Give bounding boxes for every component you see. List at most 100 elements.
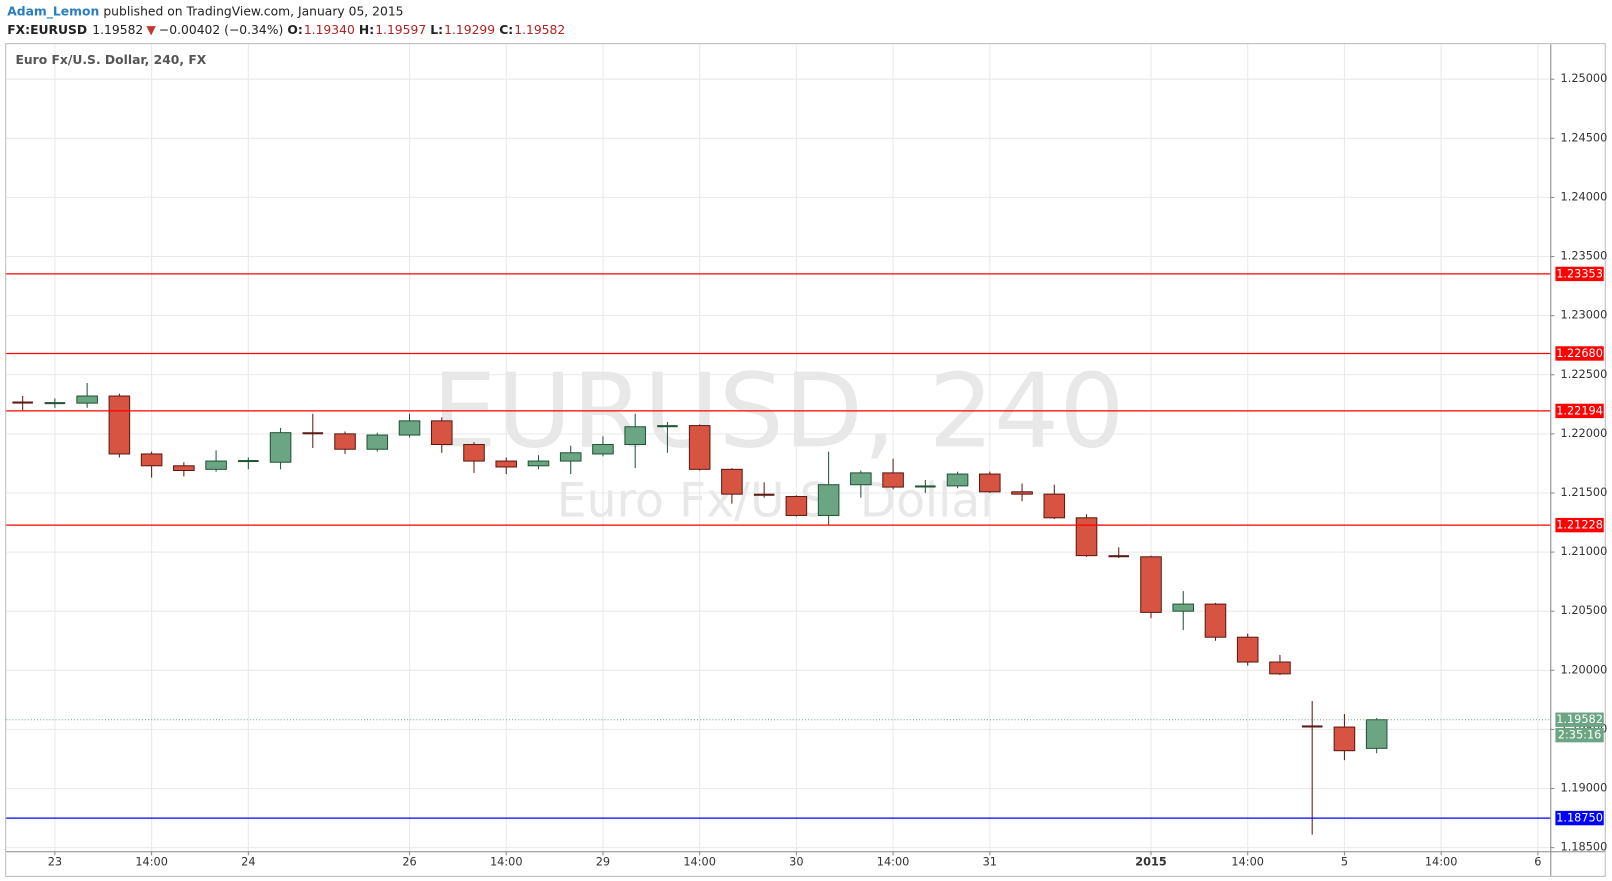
candle-body xyxy=(657,425,678,428)
chart-frame xyxy=(5,43,1606,877)
level-label: 1.21228 xyxy=(1556,519,1603,532)
level-label: 1.22680 xyxy=(1556,347,1603,360)
y-tick-label: 1.18500 xyxy=(1561,841,1608,854)
level-label-box xyxy=(1555,403,1604,419)
candle-body xyxy=(108,395,131,455)
candle-body xyxy=(334,433,356,450)
x-tick-label: 26 xyxy=(402,855,416,868)
candle-body xyxy=(269,432,292,463)
candle-body xyxy=(1075,517,1098,557)
watermark-subtitle: Euro Fx/U.S. Dollar xyxy=(557,474,1000,529)
candle-body xyxy=(12,401,33,404)
y-tick-label: 1.22000 xyxy=(1561,427,1608,440)
candle-body xyxy=(1108,555,1130,558)
x-tick-label: 29 xyxy=(596,855,610,868)
candle-body xyxy=(238,460,259,463)
x-tick-label: 30 xyxy=(789,855,803,868)
y-tick-label: 1.20500 xyxy=(1561,604,1608,617)
x-tick-label: 14:00 xyxy=(490,855,523,868)
candle-body xyxy=(915,485,936,488)
header-o-label: O: xyxy=(287,22,302,36)
candle-body xyxy=(1172,603,1195,612)
candle-body xyxy=(559,452,582,462)
candle-body xyxy=(753,493,775,496)
candle-body xyxy=(592,443,614,455)
candle-body xyxy=(463,443,485,462)
y-tick-label: 1.23000 xyxy=(1561,309,1608,322)
candle-body xyxy=(785,496,808,516)
header-l: 1.19299 xyxy=(444,22,495,36)
y-tick-label: 1.24500 xyxy=(1561,131,1608,144)
y-tick-label: 1.20000 xyxy=(1561,663,1608,676)
y-tick-label: 1.22500 xyxy=(1561,368,1608,381)
y-tick-label: 1.25000 xyxy=(1561,72,1608,85)
level-label: 1.23353 xyxy=(1556,267,1603,280)
plot: 1.23353 1.22680 1.22194 1.21228 1.18750 1.195… xyxy=(6,266,1604,835)
candle-body xyxy=(140,453,163,467)
level-label-box xyxy=(1555,810,1604,826)
x-tick-label: 14:00 xyxy=(135,855,168,868)
candle-body xyxy=(366,434,389,450)
current-price-label: 1.19582 xyxy=(1556,713,1603,726)
header-published: published on TradingView.com, January 05… xyxy=(103,4,403,18)
candle-body xyxy=(430,420,453,446)
header-symbol: FX:EURUSD xyxy=(7,22,87,36)
y-tick-label: 1.23500 xyxy=(1561,250,1608,263)
candle-body xyxy=(1236,636,1259,663)
y-tick-label: 1.19000 xyxy=(1561,782,1608,795)
candle-body xyxy=(1269,661,1291,675)
header-arrow: ▼ xyxy=(146,22,156,36)
candle-body xyxy=(979,473,1001,493)
candle-body xyxy=(1011,491,1033,495)
level-label: 1.22194 xyxy=(1556,404,1603,417)
candle-body xyxy=(495,460,518,468)
header-c-label: C: xyxy=(499,22,513,36)
candle-body xyxy=(527,460,550,467)
candle-body xyxy=(688,425,711,470)
candle-body xyxy=(173,465,195,472)
header-last: 1.19582 xyxy=(92,22,143,36)
x-tick-label: 14:00 xyxy=(1425,855,1458,868)
x-tick-label: 23 xyxy=(48,855,62,868)
header-line: FX:EURUSD 1.19582 ▼ −0.00402 (−0.34%) O:1.19… xyxy=(7,22,565,36)
candle-body xyxy=(302,432,324,435)
x-tick-label: 14:00 xyxy=(877,855,910,868)
candle-body xyxy=(1301,725,1323,728)
candle-body xyxy=(882,472,904,488)
level-label: 1.18750 xyxy=(1556,812,1603,825)
countdown-box xyxy=(1555,727,1604,743)
x-tick-label: 31 xyxy=(983,855,997,868)
header-o: 1.19340 xyxy=(304,22,355,36)
x-tick-label: 5 xyxy=(1341,855,1348,868)
candle-body xyxy=(1140,556,1162,613)
candle-body xyxy=(205,460,227,470)
candle-body xyxy=(76,395,98,404)
candle-body xyxy=(398,420,421,436)
candle-body xyxy=(1043,493,1066,519)
grid: 1.25000 1.24500 1.24000 1.23500 1.23000 1.225… xyxy=(6,44,1607,868)
legend: Euro Fx/U.S. Dollar, 240, FX xyxy=(15,53,206,67)
candle-body xyxy=(721,468,743,495)
countdown: 2:35:16 xyxy=(1558,729,1602,742)
header-c: 1.19582 xyxy=(514,22,565,36)
candle-body xyxy=(817,484,840,516)
y-tick-label: 1.21000 xyxy=(1561,545,1608,558)
candle-body xyxy=(946,473,969,487)
candle-body xyxy=(1365,719,1388,749)
header-author: Adam_Lemon xyxy=(7,4,99,19)
candle-body xyxy=(624,426,646,446)
current-price-box xyxy=(1555,712,1604,727)
x-tick-label: 6 xyxy=(1534,855,1541,868)
level-label-box xyxy=(1555,517,1604,533)
candle-body xyxy=(850,472,872,486)
candle-body xyxy=(1333,726,1356,752)
x-tick-label: 24 xyxy=(241,855,255,868)
candle-body xyxy=(44,402,66,405)
header-h-label: H: xyxy=(359,22,374,36)
level-label-box xyxy=(1555,346,1604,361)
header-line: Adam_Lemon published on TradingView.com, … xyxy=(7,4,403,19)
y-tick-label: 1.21500 xyxy=(1561,486,1608,499)
level-label-box xyxy=(1555,266,1604,282)
candle-body xyxy=(1204,603,1227,638)
